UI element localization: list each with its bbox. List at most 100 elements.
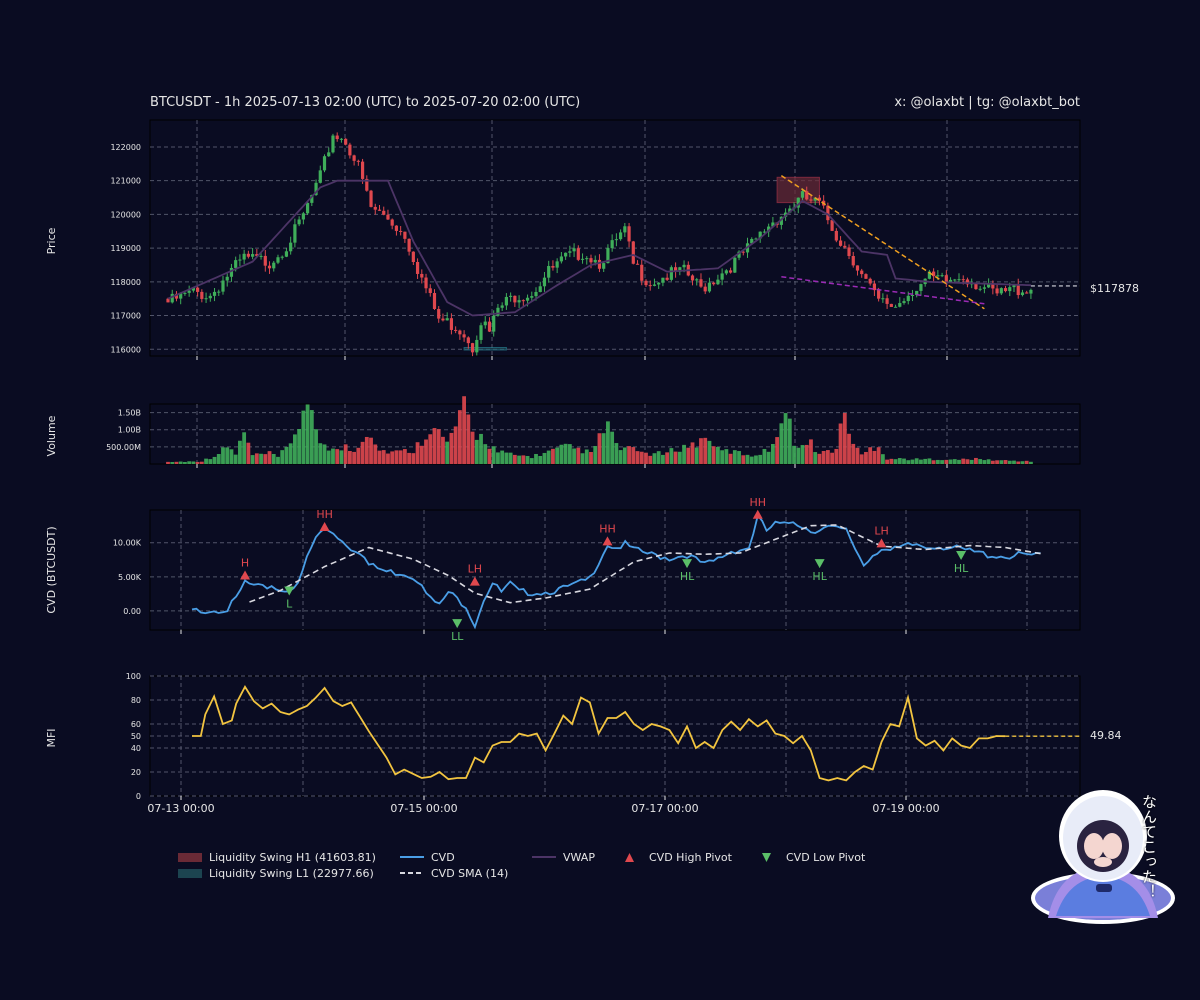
volume-bar: [221, 447, 225, 464]
candle-body: [614, 239, 618, 241]
volume-bar: [1007, 460, 1012, 464]
volume-bar: [648, 455, 653, 464]
pivot-high-label: HH: [599, 522, 616, 535]
candle-body: [606, 248, 610, 264]
candle-body: [449, 318, 454, 330]
pivot-high-triangle-icon: [752, 509, 763, 519]
x-tick-label: 07-13 00:00: [147, 802, 214, 815]
candle-body: [631, 241, 635, 264]
candle-body: [276, 257, 280, 263]
volume-bar: [682, 444, 686, 464]
volume-bar: [538, 455, 543, 464]
candle-body: [957, 279, 961, 281]
candle-body: [627, 226, 631, 242]
volume-bar: [508, 452, 513, 464]
candle-body: [174, 293, 179, 299]
pivot-low-label: LL: [451, 630, 464, 643]
candle-body: [246, 253, 250, 257]
volume-bar: [627, 446, 631, 464]
candle-body: [204, 298, 208, 300]
candle-body: [762, 231, 767, 233]
x-axis: 07-13 00:00 07-15 00:00 07-17 00:00 07-19 0…: [147, 356, 948, 815]
candle-body: [225, 276, 229, 281]
candle-body: [974, 283, 978, 290]
candle-body: [580, 258, 585, 260]
volume-bar: [1012, 460, 1016, 464]
candle-body: [805, 191, 809, 200]
legend-label-cvd-high-pivot: CVD High Pivot: [649, 851, 733, 864]
volume-bar: [411, 453, 416, 464]
volume-bar: [580, 453, 585, 464]
volume-bar: [584, 449, 589, 464]
candle-body: [838, 240, 843, 246]
liquidity-zone-low: [463, 347, 507, 351]
volume-bar: [170, 461, 175, 464]
candle-body: [813, 197, 817, 201]
candle-body: [344, 138, 348, 145]
volume-bar: [732, 450, 737, 464]
volume-bar: [259, 453, 263, 464]
candle-body: [728, 270, 733, 273]
volume-bar: [407, 452, 412, 464]
candle-body: [555, 261, 559, 268]
candle-body: [1003, 288, 1008, 292]
candle-body: [179, 293, 183, 299]
volume-bar: [847, 433, 851, 464]
volume-bar: [851, 443, 856, 464]
pivot-high-label: LH: [468, 563, 482, 576]
candle-body: [454, 329, 458, 331]
candle-body: [212, 291, 217, 296]
volume-bar: [990, 460, 995, 464]
pivot-high-triangle-icon: [602, 536, 613, 546]
volume-bar: [309, 410, 314, 464]
volume-bar: [487, 448, 492, 464]
volume-bar: [957, 459, 961, 464]
candle-body: [868, 278, 872, 284]
volume-bar: [284, 446, 289, 464]
pivot-high-triangle-icon: [319, 522, 330, 532]
candle-body: [496, 307, 500, 316]
candle-body: [593, 259, 597, 263]
volume-bar: [288, 443, 293, 464]
volume-bar: [716, 446, 720, 464]
candle-body: [521, 300, 525, 302]
volume-bar: [787, 418, 792, 464]
volume-bar: [276, 456, 280, 464]
volume-bar: [724, 449, 729, 464]
volume-bar: [593, 446, 598, 464]
volume-bar: [183, 462, 187, 464]
volume-bar: [830, 452, 835, 464]
candle-body: [572, 248, 576, 252]
candle-body: [559, 256, 563, 262]
pivot-high-triangle-icon: [876, 538, 887, 548]
candle-body: [504, 296, 508, 306]
volume-bar: [373, 444, 378, 464]
volume-bar: [500, 450, 505, 464]
candle-body: [948, 279, 953, 283]
price-panel-frame: [149, 119, 1081, 357]
candle-body: [944, 275, 948, 283]
volume-bar: [356, 447, 361, 464]
volume-bar: [703, 437, 708, 464]
candle-body: [170, 293, 174, 303]
candle-body: [360, 161, 365, 179]
volume-bar: [512, 454, 517, 464]
volume-bar: [204, 458, 208, 464]
candle-body: [390, 219, 394, 226]
volume-bar: [673, 451, 678, 464]
volume-bar: [453, 426, 458, 464]
candle-body: [564, 252, 568, 257]
volume-bar: [496, 452, 500, 464]
volume-bar: [216, 454, 221, 464]
pivot-high-label: HH: [316, 508, 333, 521]
pivot-high-label: H: [241, 556, 249, 569]
volume-bar: [572, 448, 576, 464]
volume-bar: [635, 451, 640, 464]
candle-body: [893, 306, 898, 308]
candle-body: [830, 220, 834, 231]
volume-bar: [225, 447, 230, 464]
volume-bar: [238, 440, 242, 464]
volume-bar: [762, 448, 767, 464]
mfi-ylabel: MFI: [45, 728, 58, 747]
candle-body: [428, 288, 432, 294]
